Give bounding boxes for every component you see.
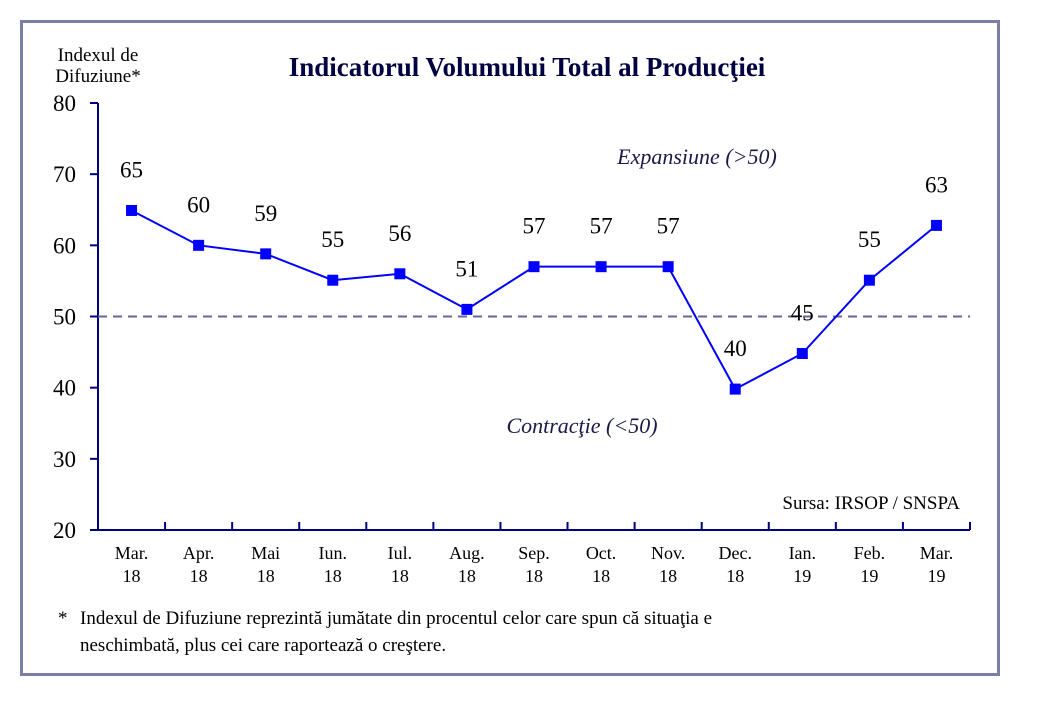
data-label: 56: [388, 221, 411, 246]
y-tick-label: 40: [53, 376, 76, 401]
x-tick-label-year: 18: [592, 566, 610, 586]
x-tick-label-month: Sep.: [518, 543, 550, 563]
y-tick-label: 80: [53, 91, 76, 116]
x-tick-label-month: Iul.: [388, 543, 413, 563]
y-tick-label: 60: [53, 233, 76, 258]
x-tick-label-month: Oct.: [586, 543, 617, 563]
data-point-marker: [595, 261, 607, 273]
data-label: 57: [590, 214, 613, 239]
x-tick-label-month: Mar.: [920, 543, 954, 563]
series-markers: [126, 204, 942, 395]
data-point-marker: [796, 348, 808, 360]
y-tick-label: 70: [53, 162, 76, 187]
x-tick-label-year: 18: [123, 566, 141, 586]
data-label: 63: [925, 172, 948, 197]
data-label: 59: [254, 201, 277, 226]
x-tick-label-month: Apr.: [183, 543, 215, 563]
x-tick-label-year: 18: [659, 566, 677, 586]
x-tick-label-month: Mai: [251, 543, 280, 563]
y-tick-label: 50: [53, 305, 76, 330]
y-axis-label-line2: Difuziune*: [55, 66, 140, 87]
x-tick-label-year: 18: [458, 566, 476, 586]
x-tick-label-year: 18: [726, 566, 744, 586]
data-point-marker: [528, 261, 540, 273]
y-tick-label: 30: [53, 447, 76, 472]
data-point-marker: [327, 274, 339, 286]
data-point-marker: [394, 268, 406, 280]
x-tick-label-month: Feb.: [854, 543, 886, 563]
data-label: 55: [321, 227, 344, 252]
data-label: 45: [791, 301, 814, 326]
x-tick-label-month: Dec.: [718, 543, 751, 563]
y-tick-labels: 20 30 40 50 60 70 80: [53, 91, 76, 543]
x-tick-label-month: Mar.: [115, 543, 149, 563]
x-tick-label-year: 18: [257, 566, 275, 586]
data-label: 60: [187, 192, 210, 217]
x-tick-label-year: 19: [793, 566, 811, 586]
data-point-marker: [729, 383, 741, 395]
data-point-marker: [461, 303, 473, 315]
chart-frame: [20, 20, 1000, 676]
x-tick-label-year: 18: [525, 566, 543, 586]
source-note: Sursa: IRSOP / SNSPA: [782, 493, 960, 514]
y-tick-label: 20: [53, 518, 76, 543]
data-label: 57: [523, 214, 546, 239]
x-tick-label-month: Aug.: [449, 543, 485, 563]
x-tick-label-year: 18: [190, 566, 208, 586]
data-point-marker: [260, 248, 272, 260]
x-tick-label-year: 19: [927, 566, 945, 586]
chart-title: Indicatorul Volumului Total al Producţie…: [289, 52, 766, 82]
annotation-contraction: Contracţie (<50): [506, 413, 657, 438]
data-point-marker: [126, 204, 138, 216]
data-label: 55: [858, 227, 881, 252]
y-axis-label-line1: Indexul de: [58, 45, 139, 66]
x-tick-label-year: 19: [860, 566, 878, 586]
annotation-expansion: Expansiune (>50): [616, 144, 777, 169]
x-tick-label-year: 18: [391, 566, 409, 586]
data-point-marker: [863, 274, 875, 286]
data-point-marker: [193, 239, 205, 251]
x-tick-label-month: Nov.: [651, 543, 685, 563]
data-point-marker: [930, 219, 942, 231]
x-tick-label-month: Ian.: [789, 543, 816, 563]
data-point-marker: [662, 261, 674, 273]
footnote-line-2: neschimbată, plus cei care raportează o …: [80, 635, 446, 656]
data-label: 40: [724, 336, 747, 361]
footnote-line-1: Indexul de Difuziune reprezintă jumătate…: [80, 608, 712, 629]
footnote-marker: *: [58, 608, 68, 629]
x-tick-label-year: 18: [324, 566, 342, 586]
data-label: 65: [120, 157, 143, 182]
x-tick-label-month: Iun.: [319, 543, 348, 563]
axes: [90, 102, 971, 531]
data-labels: 65 60 59 55 56 51 57 57 57 40 45 55 63: [120, 157, 948, 361]
x-tick-labels: Mar. 18 Apr. 18 Mai 18 Iun. 18 Iul. 18 Aug. 18 Sep. 1…: [115, 543, 953, 586]
data-label: 57: [657, 214, 680, 239]
data-label: 51: [455, 256, 478, 281]
